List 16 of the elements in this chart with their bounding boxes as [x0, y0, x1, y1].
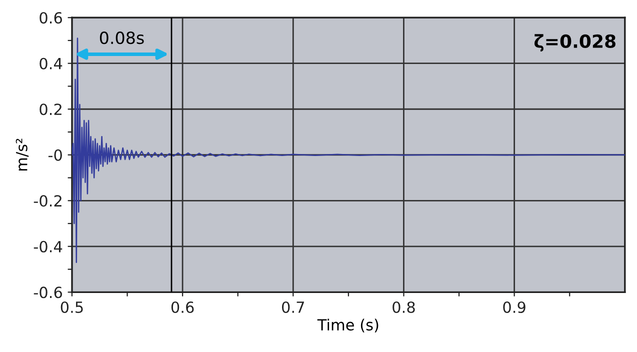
y-tick-label: 0.4	[40, 58, 62, 70]
y-tick-label: -0	[48, 149, 62, 161]
x-axis-title: Time (s)	[317, 318, 378, 332]
y-tick-label: -0.2	[34, 195, 62, 207]
y-axis-title: m/s²	[16, 138, 29, 171]
x-tick-label: 0.6	[171, 301, 194, 314]
y-tick-label: 0.2	[40, 104, 62, 116]
annotation: ζ=0.028	[534, 34, 616, 52]
x-tick-label: 0.9	[503, 301, 526, 314]
y-tick-label: 0.6	[40, 12, 62, 24]
annotation: 0.08s	[100, 32, 144, 44]
x-tick-label: 0.5	[60, 301, 83, 314]
y-tick-label: -0.6	[34, 286, 62, 298]
y-tick-label: -0.4	[34, 240, 62, 252]
x-tick-label: 0.8	[392, 301, 415, 314]
x-tick-label: 0.7	[282, 301, 304, 314]
